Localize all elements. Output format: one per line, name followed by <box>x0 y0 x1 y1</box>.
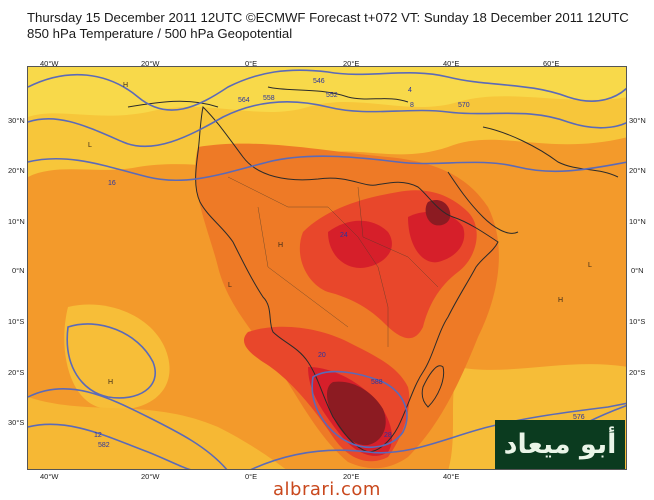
lon-tick-bottom-2: 20°W <box>141 472 160 481</box>
geopotential-contours <box>28 69 626 469</box>
contour-label-552: 552 <box>326 92 338 99</box>
lon-tick-top-3: 0°E <box>245 59 258 68</box>
low-marker: L <box>88 142 92 149</box>
lon-tick-top-4: 20°E <box>343 59 360 68</box>
brand-logo: أبو ميعاد <box>495 420 625 469</box>
contour-label-558: 558 <box>263 95 275 102</box>
ethiopia-extreme <box>425 200 451 226</box>
contour-label-546: 546 <box>313 78 325 85</box>
south-atlantic-cool-patch <box>64 304 170 410</box>
contour-label-4: 4 <box>408 87 412 94</box>
contour-label-582: 582 <box>98 442 110 449</box>
contour-label-12: 12 <box>94 432 102 439</box>
lat-tick-right-1: 30°N <box>629 116 646 125</box>
horn-very-hot <box>408 211 465 263</box>
lon-tick-top-6: 60°E <box>543 59 560 68</box>
contour-labels: 546 552 558 564 570 576 582 588 12 16 20… <box>94 78 585 449</box>
lat-tick-left-5: 10°S <box>8 317 25 326</box>
contour-label-8: 8 <box>410 102 414 109</box>
lon-tick-top-2: 20°W <box>141 59 160 68</box>
lat-tick-right-2: 20°N <box>629 166 646 175</box>
lon-tick-bottom-3: 0°E <box>245 472 258 481</box>
borders <box>227 176 439 347</box>
lat-tick-left-7: 30°S <box>8 418 25 427</box>
lon-tick-bottom-1: 40°W <box>40 472 59 481</box>
south-cool-band <box>28 397 286 469</box>
coastlines <box>127 86 619 453</box>
weather-map: 546 552 558 564 570 576 582 588 12 16 20… <box>27 66 627 470</box>
contour-label-28: 28 <box>384 432 392 439</box>
lat-tick-left-1: 30°N <box>8 116 25 125</box>
contour-label-16: 16 <box>108 180 116 187</box>
forecast-title: Thursday 15 December 2011 12UTC ©ECMWF F… <box>27 10 629 25</box>
lat-tick-right-5: 10°S <box>629 317 646 326</box>
lat-tick-right-3: 10°N <box>629 217 646 226</box>
lat-tick-left-3: 10°N <box>8 217 25 226</box>
site-watermark: albrari.com <box>273 479 381 500</box>
low-marker-indian: L <box>588 262 592 269</box>
high-marker-atlantic: H <box>108 379 113 386</box>
lat-tick-left-6: 20°S <box>8 368 25 377</box>
low-marker-africa: L <box>228 282 232 289</box>
contour-label-564: 564 <box>238 97 250 104</box>
contour-label-24: 24 <box>340 232 348 239</box>
lat-tick-right-6: 20°S <box>629 368 646 377</box>
high-marker-indian: H <box>558 297 563 304</box>
contour-label-588: 588 <box>371 379 383 386</box>
field-subtitle: 850 hPa Temperature / 500 hPa Geopotenti… <box>27 26 293 41</box>
lon-tick-bottom-5: 40°E <box>443 472 460 481</box>
high-marker-africa: H <box>278 242 283 249</box>
chart-header: Thursday 15 December 2011 12UTC ©ECMWF F… <box>27 10 647 42</box>
contour-label-570: 570 <box>458 102 470 109</box>
lat-tick-left-4: 0°N <box>12 266 25 275</box>
sahel-very-hot <box>328 220 392 268</box>
high-marker: H <box>123 82 128 89</box>
lon-tick-top-5: 40°E <box>443 59 460 68</box>
lat-tick-right-4: 0°N <box>631 266 644 275</box>
contour-label-576: 576 <box>573 414 585 421</box>
brand-logo-text: أبو ميعاد <box>503 429 617 460</box>
pressure-markers: H H H H L L L <box>88 82 592 386</box>
lon-tick-top-1: 40°W <box>40 59 59 68</box>
lon-tick-bottom-4: 20°E <box>343 472 360 481</box>
lat-tick-left-2: 20°N <box>8 166 25 175</box>
contour-label-20: 20 <box>318 352 326 359</box>
temperature-field: 546 552 558 564 570 576 582 588 12 16 20… <box>28 67 626 469</box>
